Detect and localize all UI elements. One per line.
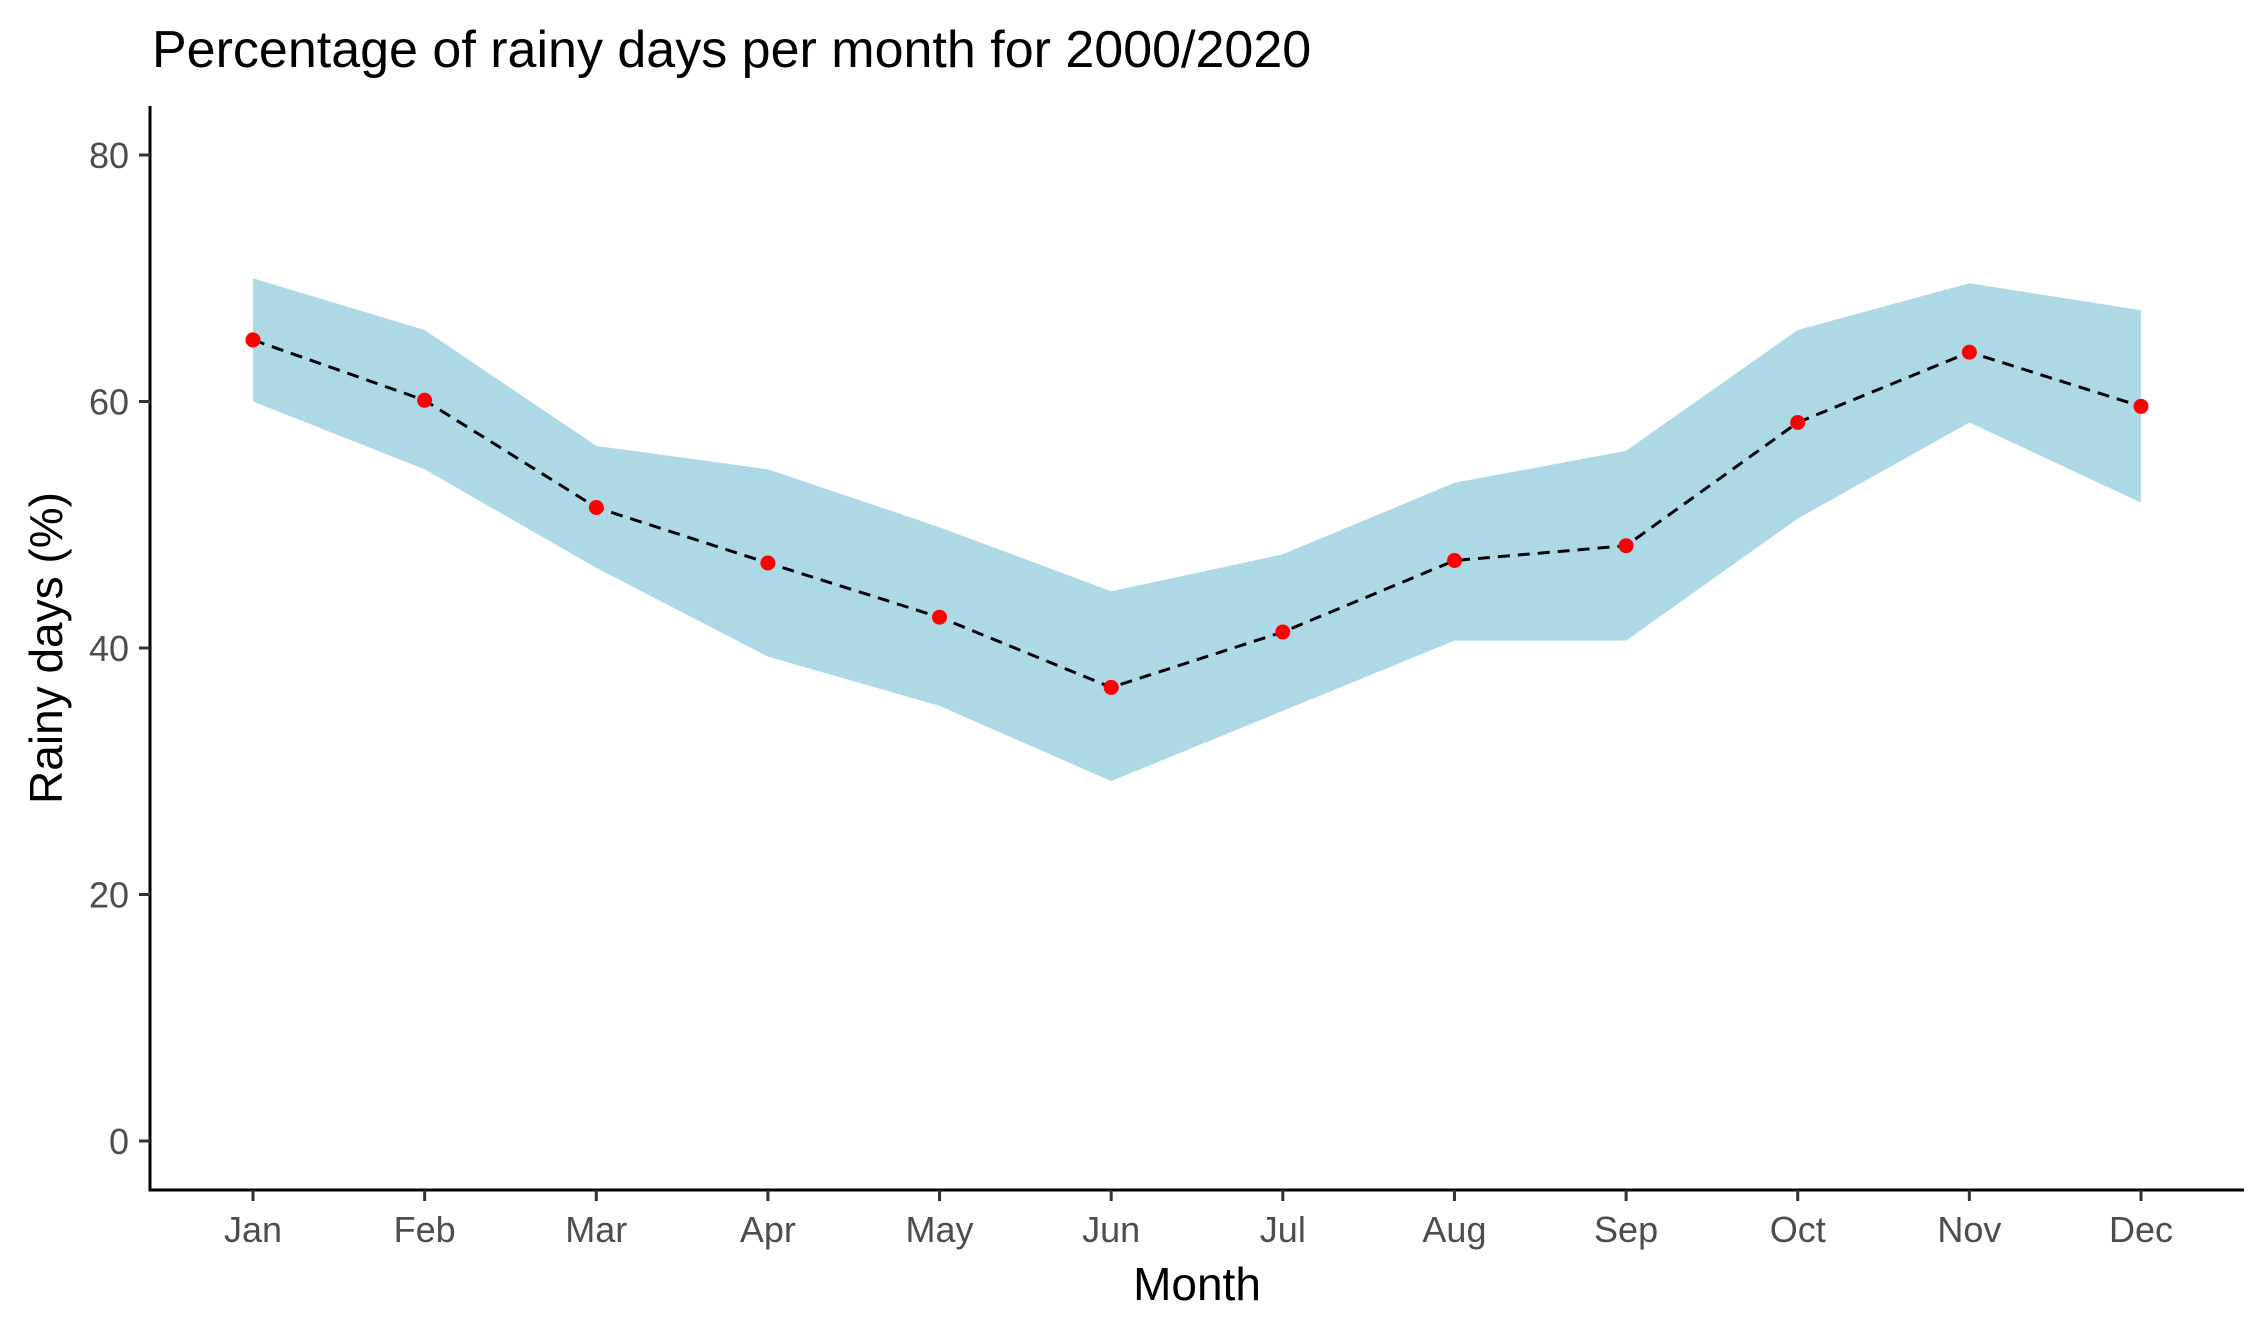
data-point-jul [1275,624,1291,640]
y-tick-label-80: 80 [89,135,129,176]
x-axis-ticks: Jan Feb Mar Apr May Jun Jul Aug Sep Oct Nov Dec [224,1190,2173,1250]
data-point-mar [588,500,604,515]
data-point-may [932,609,947,625]
y-axis-ticks: 0 20 40 60 80 [89,135,150,1162]
x-tick-label-feb: Feb [394,1209,456,1250]
y-tick-label-20: 20 [89,875,129,916]
data-point-nov [1961,344,1977,360]
x-tick-label-apr: Apr [740,1209,796,1250]
data-point-jan [245,332,261,348]
data-point-aug [1447,553,1462,568]
x-tick-label-dec: Dec [2109,1209,2173,1250]
data-points [245,332,2149,695]
x-tick-label-jul: Jul [1260,1209,1306,1250]
data-point-dec [2133,398,2149,414]
x-tick-label-oct: Oct [1770,1209,1826,1250]
x-tick-label-aug: Aug [1422,1209,1486,1250]
data-point-sep [1618,538,1634,554]
y-tick-label-0: 0 [109,1121,129,1162]
plot-area [245,278,2149,782]
x-tick-label-sep: Sep [1594,1209,1658,1250]
data-point-jun [1103,679,1119,695]
y-tick-label-40: 40 [89,628,129,669]
data-point-apr [760,555,776,571]
x-tick-label-mar: Mar [565,1209,627,1250]
chart-title: Percentage of rainy days per month for 2… [152,21,1311,79]
x-tick-label-may: May [906,1209,974,1250]
x-tick-label-jan: Jan [224,1209,282,1250]
data-point-feb [417,392,433,408]
y-tick-label-60: 60 [89,382,129,423]
y-axis-title: Rainy days (%) [20,492,72,804]
x-tick-label-nov: Nov [1937,1209,2001,1250]
data-point-oct [1790,415,1806,430]
mean-line [252,338,2142,689]
x-tick-label-jun: Jun [1082,1209,1140,1250]
range-ribbon [253,278,2141,782]
x-axis-title: Month [1133,1258,1261,1310]
